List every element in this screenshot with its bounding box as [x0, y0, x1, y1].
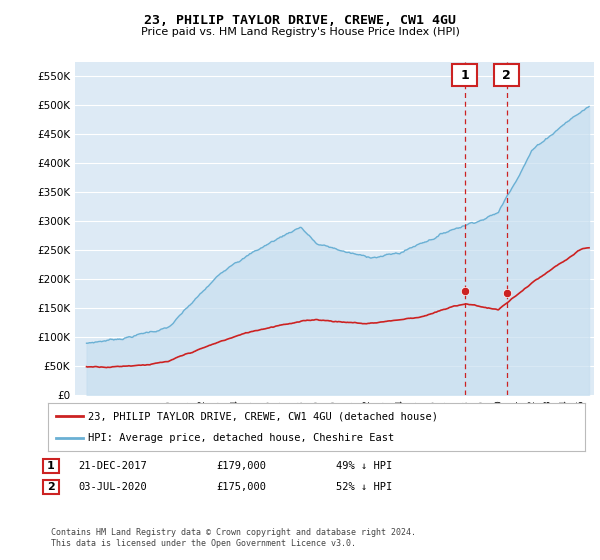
Text: HPI: Average price, detached house, Cheshire East: HPI: Average price, detached house, Ches…: [88, 433, 395, 443]
Text: 49% ↓ HPI: 49% ↓ HPI: [336, 461, 392, 471]
Text: 52% ↓ HPI: 52% ↓ HPI: [336, 482, 392, 492]
Text: 03-JUL-2020: 03-JUL-2020: [78, 482, 147, 492]
Text: £175,000: £175,000: [216, 482, 266, 492]
Text: 1: 1: [460, 68, 469, 82]
Text: 2: 2: [47, 482, 55, 492]
Text: 2: 2: [502, 68, 511, 82]
Text: Contains HM Land Registry data © Crown copyright and database right 2024.
This d: Contains HM Land Registry data © Crown c…: [51, 528, 416, 548]
Text: 21-DEC-2017: 21-DEC-2017: [78, 461, 147, 471]
Text: 23, PHILIP TAYLOR DRIVE, CREWE, CW1 4GU (detached house): 23, PHILIP TAYLOR DRIVE, CREWE, CW1 4GU …: [88, 411, 438, 421]
Text: £179,000: £179,000: [216, 461, 266, 471]
Text: Price paid vs. HM Land Registry's House Price Index (HPI): Price paid vs. HM Land Registry's House …: [140, 27, 460, 37]
Text: 1: 1: [47, 461, 55, 471]
Text: 23, PHILIP TAYLOR DRIVE, CREWE, CW1 4GU: 23, PHILIP TAYLOR DRIVE, CREWE, CW1 4GU: [144, 14, 456, 27]
